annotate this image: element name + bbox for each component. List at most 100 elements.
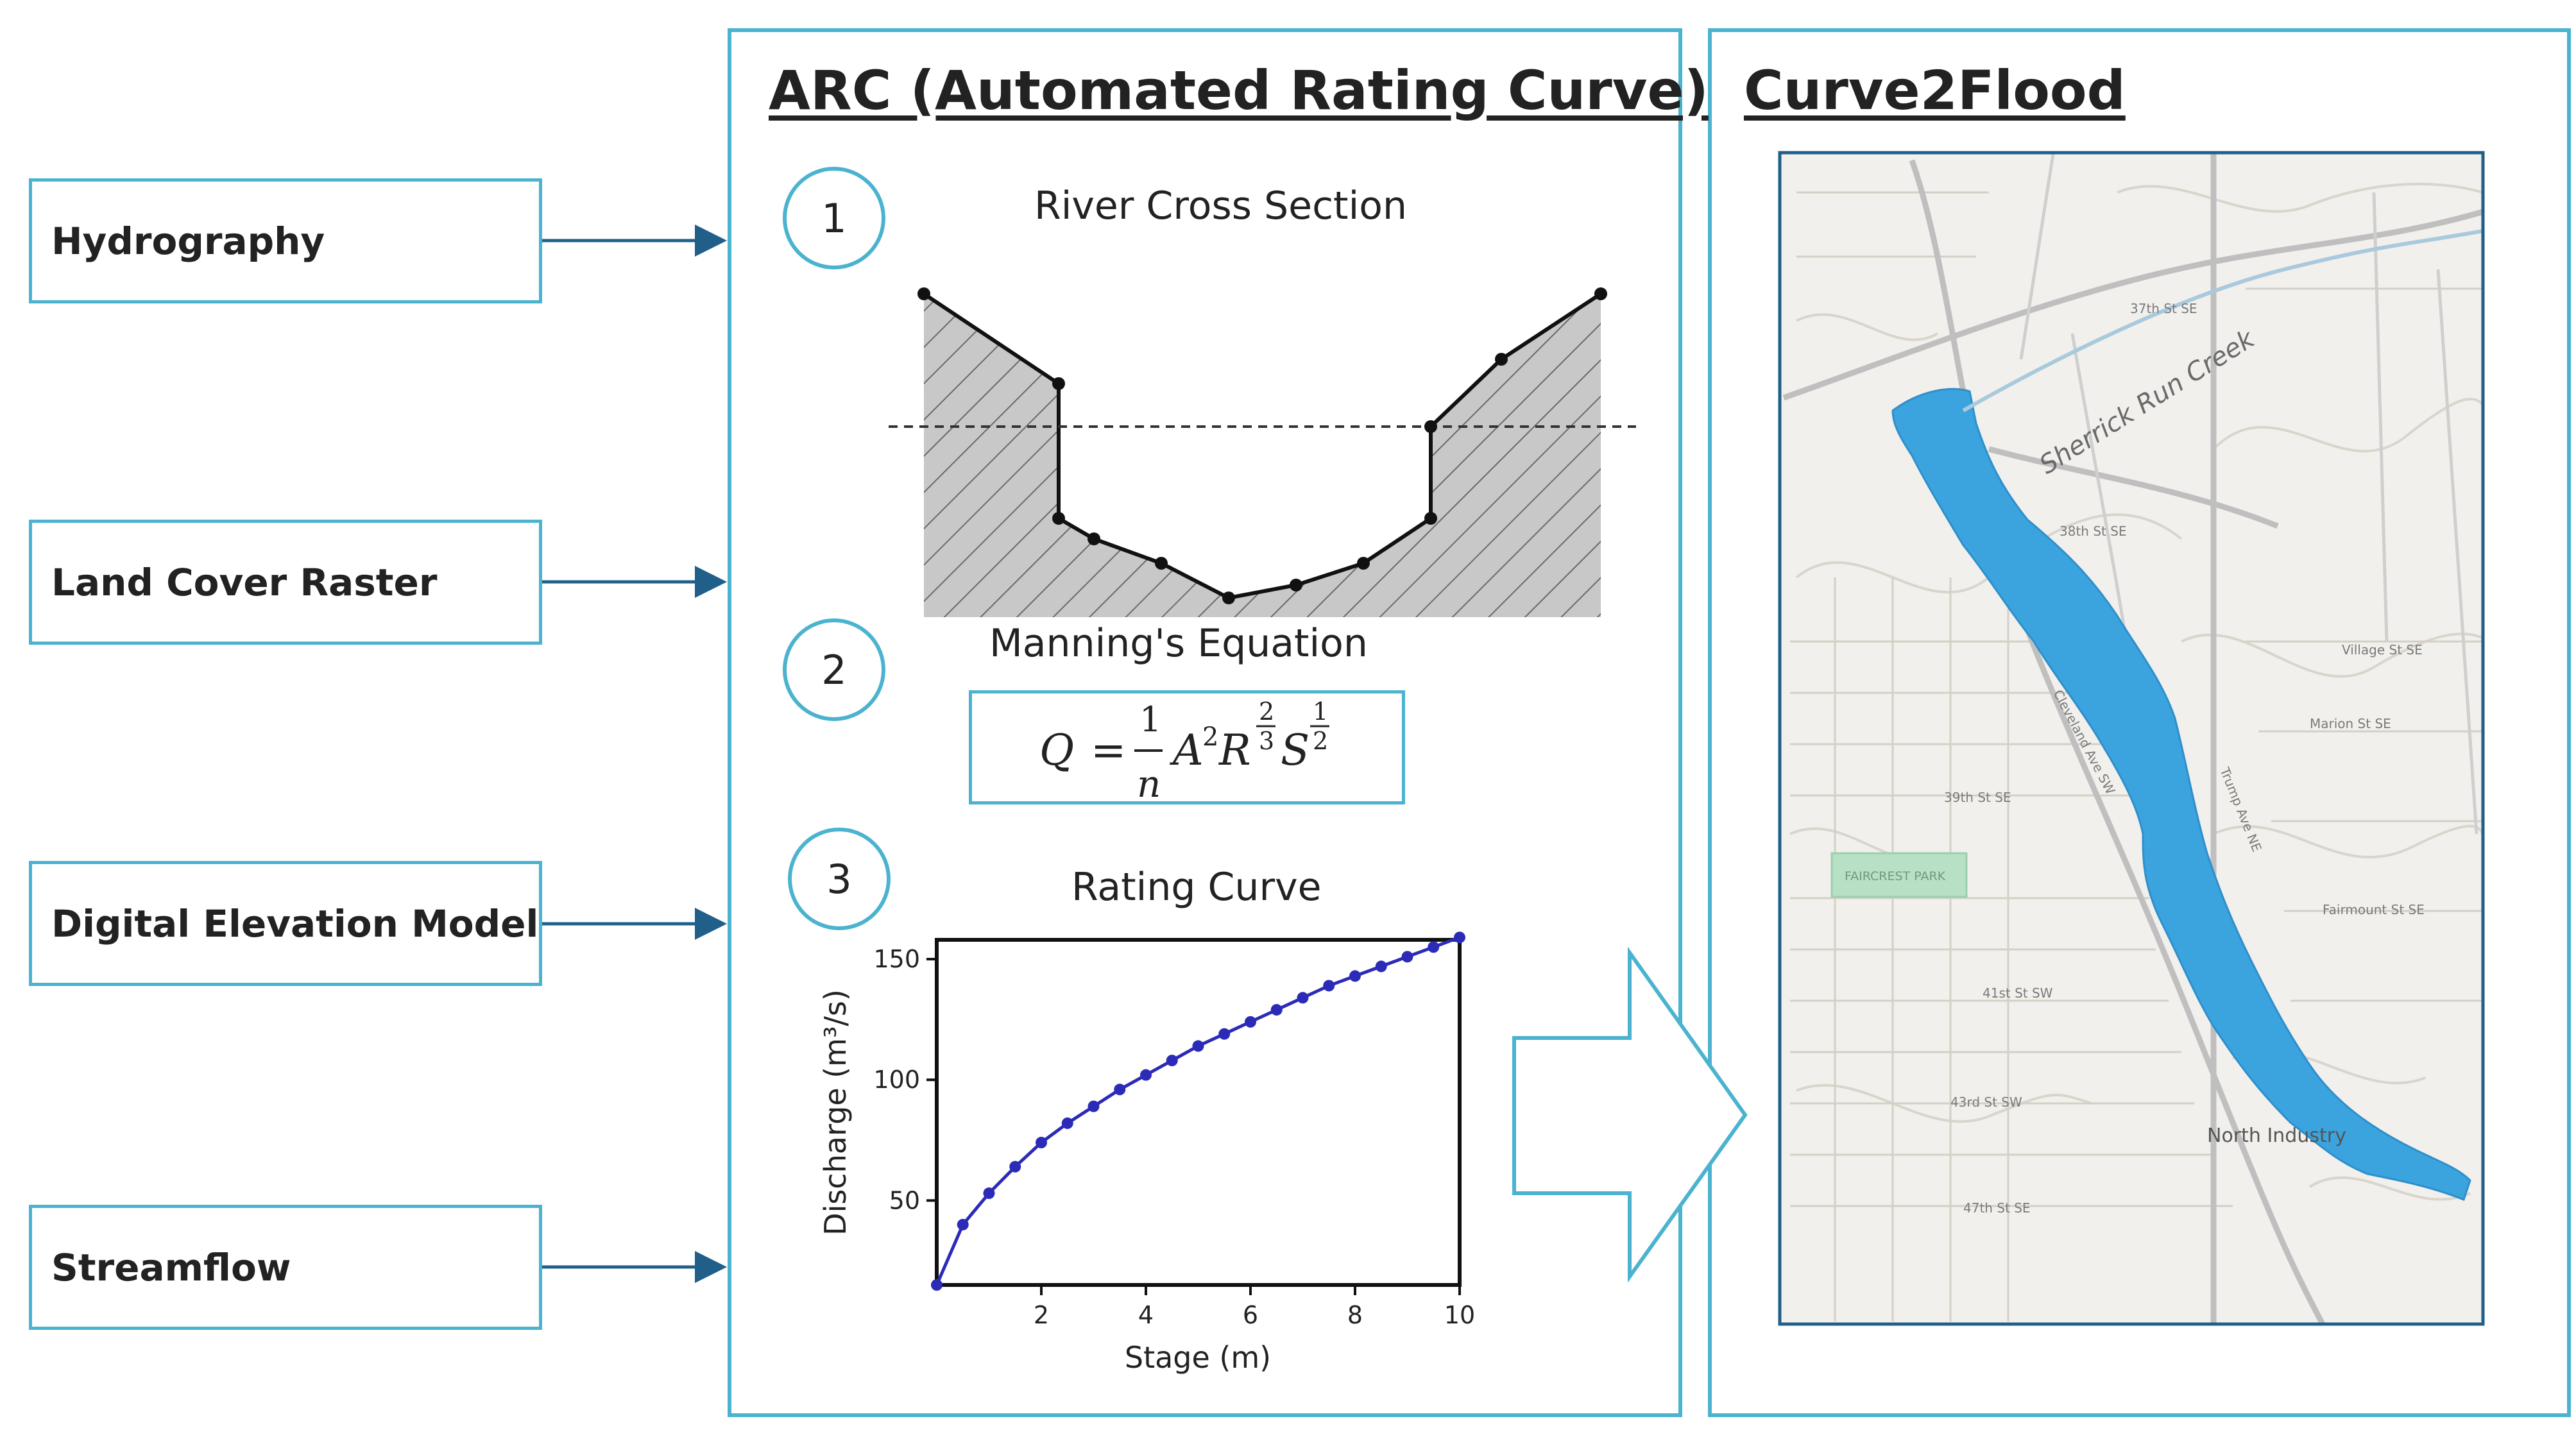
data-point xyxy=(1428,941,1440,953)
map-label-street: 41st St SW xyxy=(1983,985,2053,1001)
step-circle-2: 2 xyxy=(783,618,885,721)
manning-title: Manning's Equation xyxy=(989,621,1368,666)
street-grid xyxy=(1790,191,2483,1322)
step-circle-3: 3 xyxy=(788,828,891,930)
plot-frame xyxy=(935,938,1462,1287)
data-point xyxy=(1088,1100,1100,1112)
vertex xyxy=(1290,579,1302,591)
data-point xyxy=(1036,1137,1047,1149)
eq-R: R xyxy=(1218,726,1251,775)
map-label-street: 38th St SE xyxy=(2060,523,2127,539)
map-label-street: Village St SE xyxy=(2342,642,2423,658)
eq-frac-num: 1 xyxy=(1139,699,1161,740)
map-label-street: Marion St SE xyxy=(2310,716,2391,731)
vertex xyxy=(1424,512,1437,525)
input-box-land-cover: Land Cover Raster xyxy=(29,520,542,645)
big-flow-arrow xyxy=(1512,946,1748,1283)
y-axis-label: Discharge (m³/s) xyxy=(818,989,853,1236)
eq-S: S xyxy=(1281,726,1309,775)
vertex xyxy=(1594,287,1607,300)
data-point xyxy=(957,1218,969,1230)
map-frame xyxy=(1778,151,2485,1326)
data-point xyxy=(1270,1004,1283,1016)
input-label: Digital Elevation Model xyxy=(51,901,539,946)
vertex xyxy=(1155,557,1168,570)
data-point xyxy=(1349,970,1361,982)
ground-hatch xyxy=(924,294,1601,617)
cross-section-figure xyxy=(889,287,1636,617)
eq-S-exp-den: 2 xyxy=(1313,727,1328,755)
vertex xyxy=(1357,557,1370,570)
vertex xyxy=(1052,512,1065,525)
eq-S-exp-num: 1 xyxy=(1313,697,1328,726)
map-label-street: 37th St SE xyxy=(2130,301,2197,316)
data-point xyxy=(1061,1117,1073,1129)
vertex xyxy=(1222,591,1235,604)
x-tick-label: 4 xyxy=(1138,1301,1154,1329)
y-tick-label: 100 xyxy=(873,1066,920,1094)
eq-lhs: Q xyxy=(1039,726,1074,775)
data-point xyxy=(1192,1040,1204,1052)
input-label: Streamflow xyxy=(51,1245,291,1289)
data-point xyxy=(1401,951,1413,963)
map-label-street: Fairmount St SE xyxy=(2323,902,2425,917)
data-point xyxy=(983,1187,995,1200)
input-label: Hydrography xyxy=(51,219,325,263)
map-label-park: FAIRCREST PARK xyxy=(1845,869,1946,883)
input-arrows xyxy=(542,225,727,1283)
map-label-street: 43rd St SW xyxy=(1950,1094,2022,1110)
map-label-industry: North Industry xyxy=(2207,1125,2346,1147)
eq-frac-den: n xyxy=(1137,762,1161,806)
data-point xyxy=(931,1279,943,1291)
input-label: Land Cover Raster xyxy=(51,560,438,604)
eq-A: A xyxy=(1169,726,1204,775)
x-tick-label: 6 xyxy=(1243,1301,1258,1329)
x-axis-label: Stage (m) xyxy=(1125,1340,1271,1375)
data-point xyxy=(1009,1161,1021,1173)
data-point xyxy=(1140,1069,1152,1081)
vertex xyxy=(1052,377,1065,390)
data-point xyxy=(1454,931,1465,944)
eq-A-exp: 2 xyxy=(1202,722,1218,752)
y-tick-label: 50 xyxy=(889,1186,920,1214)
input-box-hydrography: Hydrography xyxy=(29,178,542,303)
vertex xyxy=(1424,420,1437,433)
curve2flood-title: Curve2Flood xyxy=(1744,59,2126,122)
map-label-street: 39th St SE xyxy=(1944,790,2011,805)
rating-curve-title: Rating Curve xyxy=(1071,865,1322,910)
eq-R-exp-num: 2 xyxy=(1259,697,1274,726)
manning-equation: Q = 1 n A 2 R 2 3 S 1 2 xyxy=(1039,697,1329,806)
data-point xyxy=(1375,960,1387,973)
equation-box xyxy=(969,690,1405,804)
data-point xyxy=(1245,1016,1256,1028)
x-tick-label: 2 xyxy=(1034,1301,1049,1329)
cross-section-outline xyxy=(923,292,1602,600)
map-label-street: 47th St SE xyxy=(1963,1200,2031,1216)
step-circle-1: 1 xyxy=(783,167,885,269)
cross-section-title: River Cross Section xyxy=(1034,183,1407,228)
flood-map: Sherrick Run Creek FAIRCREST PARK North … xyxy=(1778,151,2485,1326)
rating-curve-chart: 2 4 6 8 10 50 100 150 Stage (m) Discharge (m³/s… xyxy=(818,931,1475,1375)
eq-equals: = xyxy=(1091,726,1126,775)
data-point xyxy=(1166,1055,1178,1067)
flood-extent xyxy=(1891,387,2471,1201)
data-point xyxy=(1218,1028,1231,1040)
x-tick-label: 10 xyxy=(1444,1301,1475,1329)
data-point xyxy=(1297,992,1309,1004)
input-box-dem: Digital Elevation Model xyxy=(29,861,542,986)
x-tick-label: 8 xyxy=(1347,1301,1363,1329)
input-box-streamflow: Streamflow xyxy=(29,1205,542,1330)
vertex xyxy=(1088,532,1100,545)
data-point xyxy=(1114,1084,1126,1096)
vertex xyxy=(1495,353,1508,366)
vertex xyxy=(917,287,930,300)
cross-section-vertices xyxy=(917,287,1607,604)
creek-channel xyxy=(1962,229,2483,412)
park-area xyxy=(1830,852,1968,898)
main-roads xyxy=(1782,154,2483,1324)
y-tick-label: 150 xyxy=(873,945,920,973)
eq-R-exp-den: 3 xyxy=(1259,727,1274,755)
data-point xyxy=(1323,980,1335,992)
arc-title: ARC (Automated Rating Curve) xyxy=(769,59,1709,122)
